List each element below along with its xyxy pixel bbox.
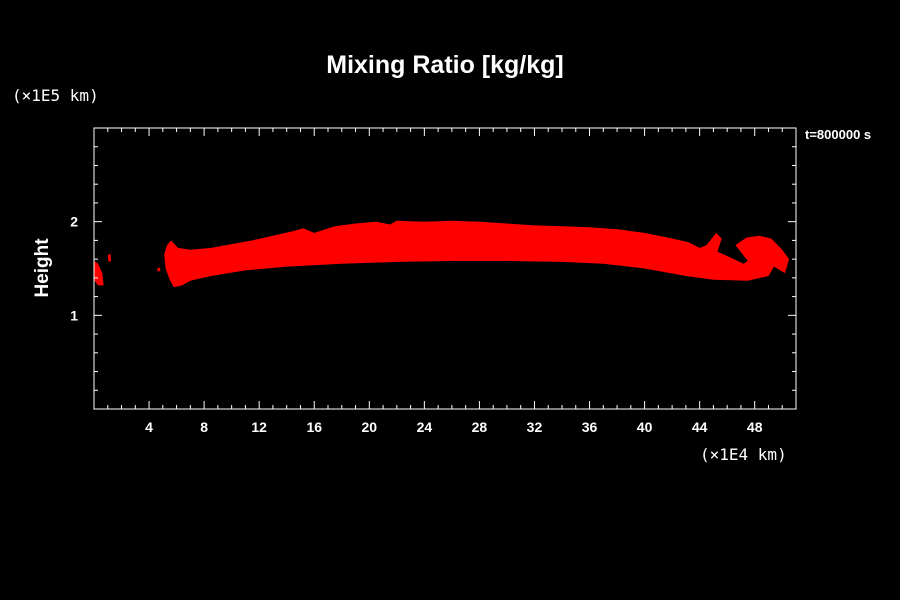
y-tick-label: 1 <box>70 307 78 323</box>
region-small-speck-a <box>107 253 112 262</box>
x-tick-label: 36 <box>582 419 598 435</box>
x-tick-label: 8 <box>200 419 208 435</box>
y-unit-label: (×1E5 km) <box>12 86 99 105</box>
x-tick-label: 12 <box>251 419 267 435</box>
plot-frame <box>93 127 797 410</box>
x-axis: 4 8 12 16 20 24 28 32 36 40 44 48 <box>145 128 763 435</box>
y-tick-label: 2 <box>70 214 78 230</box>
region-main-band <box>164 220 790 288</box>
region-small-speck-b <box>157 267 161 272</box>
x-tick-label: 16 <box>306 419 322 435</box>
y-axis: 12 <box>70 214 796 323</box>
plot-regions <box>94 220 790 288</box>
minor-ticks <box>93 128 797 409</box>
x-unit-label: (×1E4 km) <box>700 445 787 464</box>
x-tick-label: 48 <box>747 419 763 435</box>
x-tick-label: 28 <box>472 419 488 435</box>
x-tick-label: 40 <box>637 419 653 435</box>
time-label: t=800000 s <box>805 127 871 142</box>
y-axis-label: Height <box>32 238 53 298</box>
x-tick-label: 20 <box>362 419 378 435</box>
chart-title: Mixing Ratio [kg/kg] <box>326 51 564 79</box>
x-tick-label: 32 <box>527 419 543 435</box>
x-tick-label: 24 <box>417 419 433 435</box>
x-tick-label: 4 <box>145 419 153 435</box>
x-tick-label: 44 <box>692 419 708 435</box>
region-left-edge-blob <box>94 261 104 286</box>
